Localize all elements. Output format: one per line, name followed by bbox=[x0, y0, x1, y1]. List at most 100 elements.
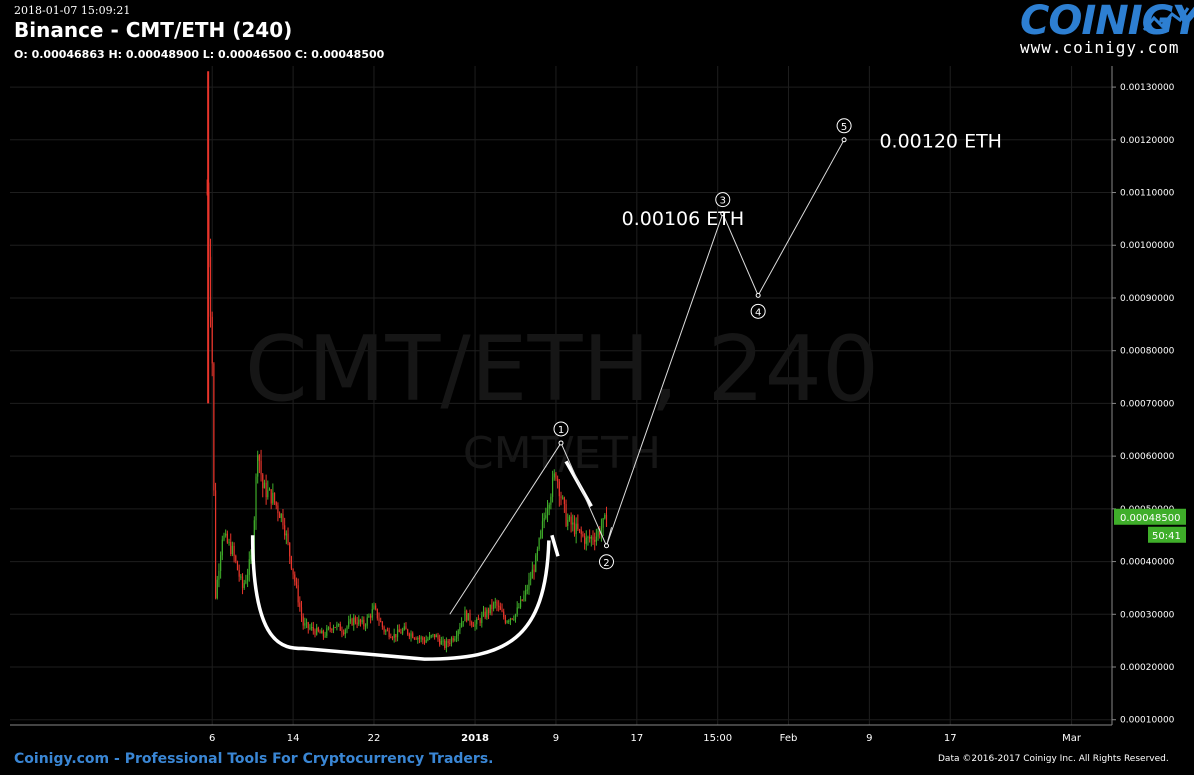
candle-body bbox=[560, 496, 562, 499]
candle-body bbox=[422, 637, 424, 641]
candle-body bbox=[491, 604, 493, 610]
candle-body bbox=[280, 513, 282, 519]
candle-body bbox=[541, 521, 544, 531]
candle-body bbox=[501, 609, 503, 612]
candle-body bbox=[356, 622, 358, 625]
candle-body bbox=[263, 482, 266, 489]
candle-body bbox=[221, 539, 223, 556]
candle-body bbox=[383, 626, 385, 632]
candle-body bbox=[223, 535, 225, 540]
current-price-label: 0.00048500 bbox=[1120, 513, 1180, 524]
candle-body bbox=[299, 602, 301, 608]
y-tick-label: 0.00120000 bbox=[1120, 136, 1175, 146]
candle-body bbox=[241, 576, 244, 588]
candle-body bbox=[295, 581, 298, 586]
candle-body bbox=[513, 618, 515, 620]
candle-body bbox=[290, 556, 292, 569]
wave-marker-2[interactable] bbox=[598, 554, 614, 570]
candle-body bbox=[370, 615, 372, 618]
price-tags: 0.00048500 50:41 bbox=[1114, 508, 1186, 543]
candle-body bbox=[402, 629, 404, 634]
candle-body bbox=[373, 605, 375, 610]
candle-body bbox=[398, 629, 400, 633]
pullback-line bbox=[550, 534, 560, 557]
wave-label: 4 bbox=[755, 307, 761, 318]
candle-body bbox=[479, 619, 481, 623]
candle-body bbox=[435, 635, 437, 638]
footer-tagline[interactable]: Coinigy.com - Professional Tools For Cry… bbox=[14, 751, 494, 767]
candle-body bbox=[267, 490, 269, 498]
candle-body bbox=[543, 518, 545, 522]
candle-body bbox=[341, 630, 343, 633]
wave-marker-5[interactable] bbox=[836, 118, 852, 134]
candle-body bbox=[600, 527, 603, 535]
candle-body bbox=[305, 622, 308, 624]
candle-body bbox=[218, 570, 220, 580]
wave-marker-1[interactable] bbox=[553, 421, 569, 437]
candle-body bbox=[413, 637, 415, 639]
candle-body bbox=[294, 574, 296, 582]
candle-body bbox=[550, 496, 552, 505]
candle-body bbox=[538, 538, 540, 550]
candle-body bbox=[255, 476, 257, 521]
y-tick-label: 0.00110000 bbox=[1120, 189, 1175, 199]
candle-body bbox=[503, 611, 505, 618]
candle-body bbox=[486, 609, 488, 618]
chart-watermark: CMT/ETH, 240 bbox=[245, 317, 879, 422]
candle-body bbox=[531, 569, 533, 579]
candle-body bbox=[233, 545, 235, 556]
candle-body bbox=[585, 537, 587, 544]
candle-body bbox=[551, 477, 554, 497]
y-tick-label: 0.00060000 bbox=[1120, 452, 1175, 462]
candle-body bbox=[508, 620, 510, 622]
candle-body bbox=[236, 561, 239, 571]
candle-body bbox=[348, 621, 350, 627]
candle-body bbox=[459, 627, 461, 631]
x-tick-label: Mar bbox=[1062, 733, 1082, 744]
candle-body bbox=[558, 481, 560, 497]
candle-body bbox=[279, 513, 281, 519]
chart-watermark-sub: CMT/ETH bbox=[463, 428, 661, 479]
footer-copyright: Data ©2016-2017 Coinigy Inc. All Rights … bbox=[938, 754, 1169, 764]
countdown-label: 50:41 bbox=[1152, 531, 1181, 542]
candle-body bbox=[570, 516, 572, 525]
candle-body bbox=[546, 508, 549, 516]
candle-body bbox=[211, 316, 213, 364]
candle-body bbox=[595, 536, 597, 542]
candle-body bbox=[260, 460, 262, 475]
wave-label: 1 bbox=[558, 425, 564, 436]
wave-marker-3[interactable] bbox=[715, 192, 731, 208]
candle-body bbox=[319, 631, 321, 634]
candle-body bbox=[567, 519, 569, 526]
coinigy-logo[interactable]: COINIGY www.coinigy.com bbox=[1018, 0, 1194, 58]
candle-body bbox=[272, 492, 274, 504]
candle-body bbox=[530, 578, 532, 580]
candle-body bbox=[336, 624, 338, 628]
candle-body bbox=[262, 474, 264, 489]
wave-anchor bbox=[603, 543, 609, 549]
chart-datetime: 2018-01-07 15:09:21 bbox=[14, 4, 131, 17]
candle-body bbox=[454, 638, 456, 641]
candle-body bbox=[300, 607, 303, 617]
candle-body bbox=[265, 482, 267, 498]
candle-body bbox=[216, 579, 218, 599]
wave-marker-4[interactable] bbox=[750, 303, 766, 319]
x-tick-label: 9 bbox=[866, 733, 872, 744]
candle-body bbox=[353, 617, 355, 626]
candle-body bbox=[563, 497, 565, 505]
candles bbox=[206, 71, 608, 653]
candle-body bbox=[580, 529, 582, 535]
candle-body bbox=[466, 610, 468, 621]
candle-body bbox=[275, 501, 277, 506]
candle-body bbox=[439, 638, 441, 645]
candle-body bbox=[518, 607, 520, 609]
candle-body bbox=[573, 522, 576, 535]
candle-body bbox=[521, 599, 523, 601]
candle-body bbox=[285, 533, 287, 536]
candle-body bbox=[282, 513, 284, 526]
y-tick-label: 0.00100000 bbox=[1120, 241, 1175, 251]
candle-body bbox=[297, 585, 299, 603]
candle-body bbox=[304, 623, 306, 626]
candle-body bbox=[316, 627, 318, 635]
